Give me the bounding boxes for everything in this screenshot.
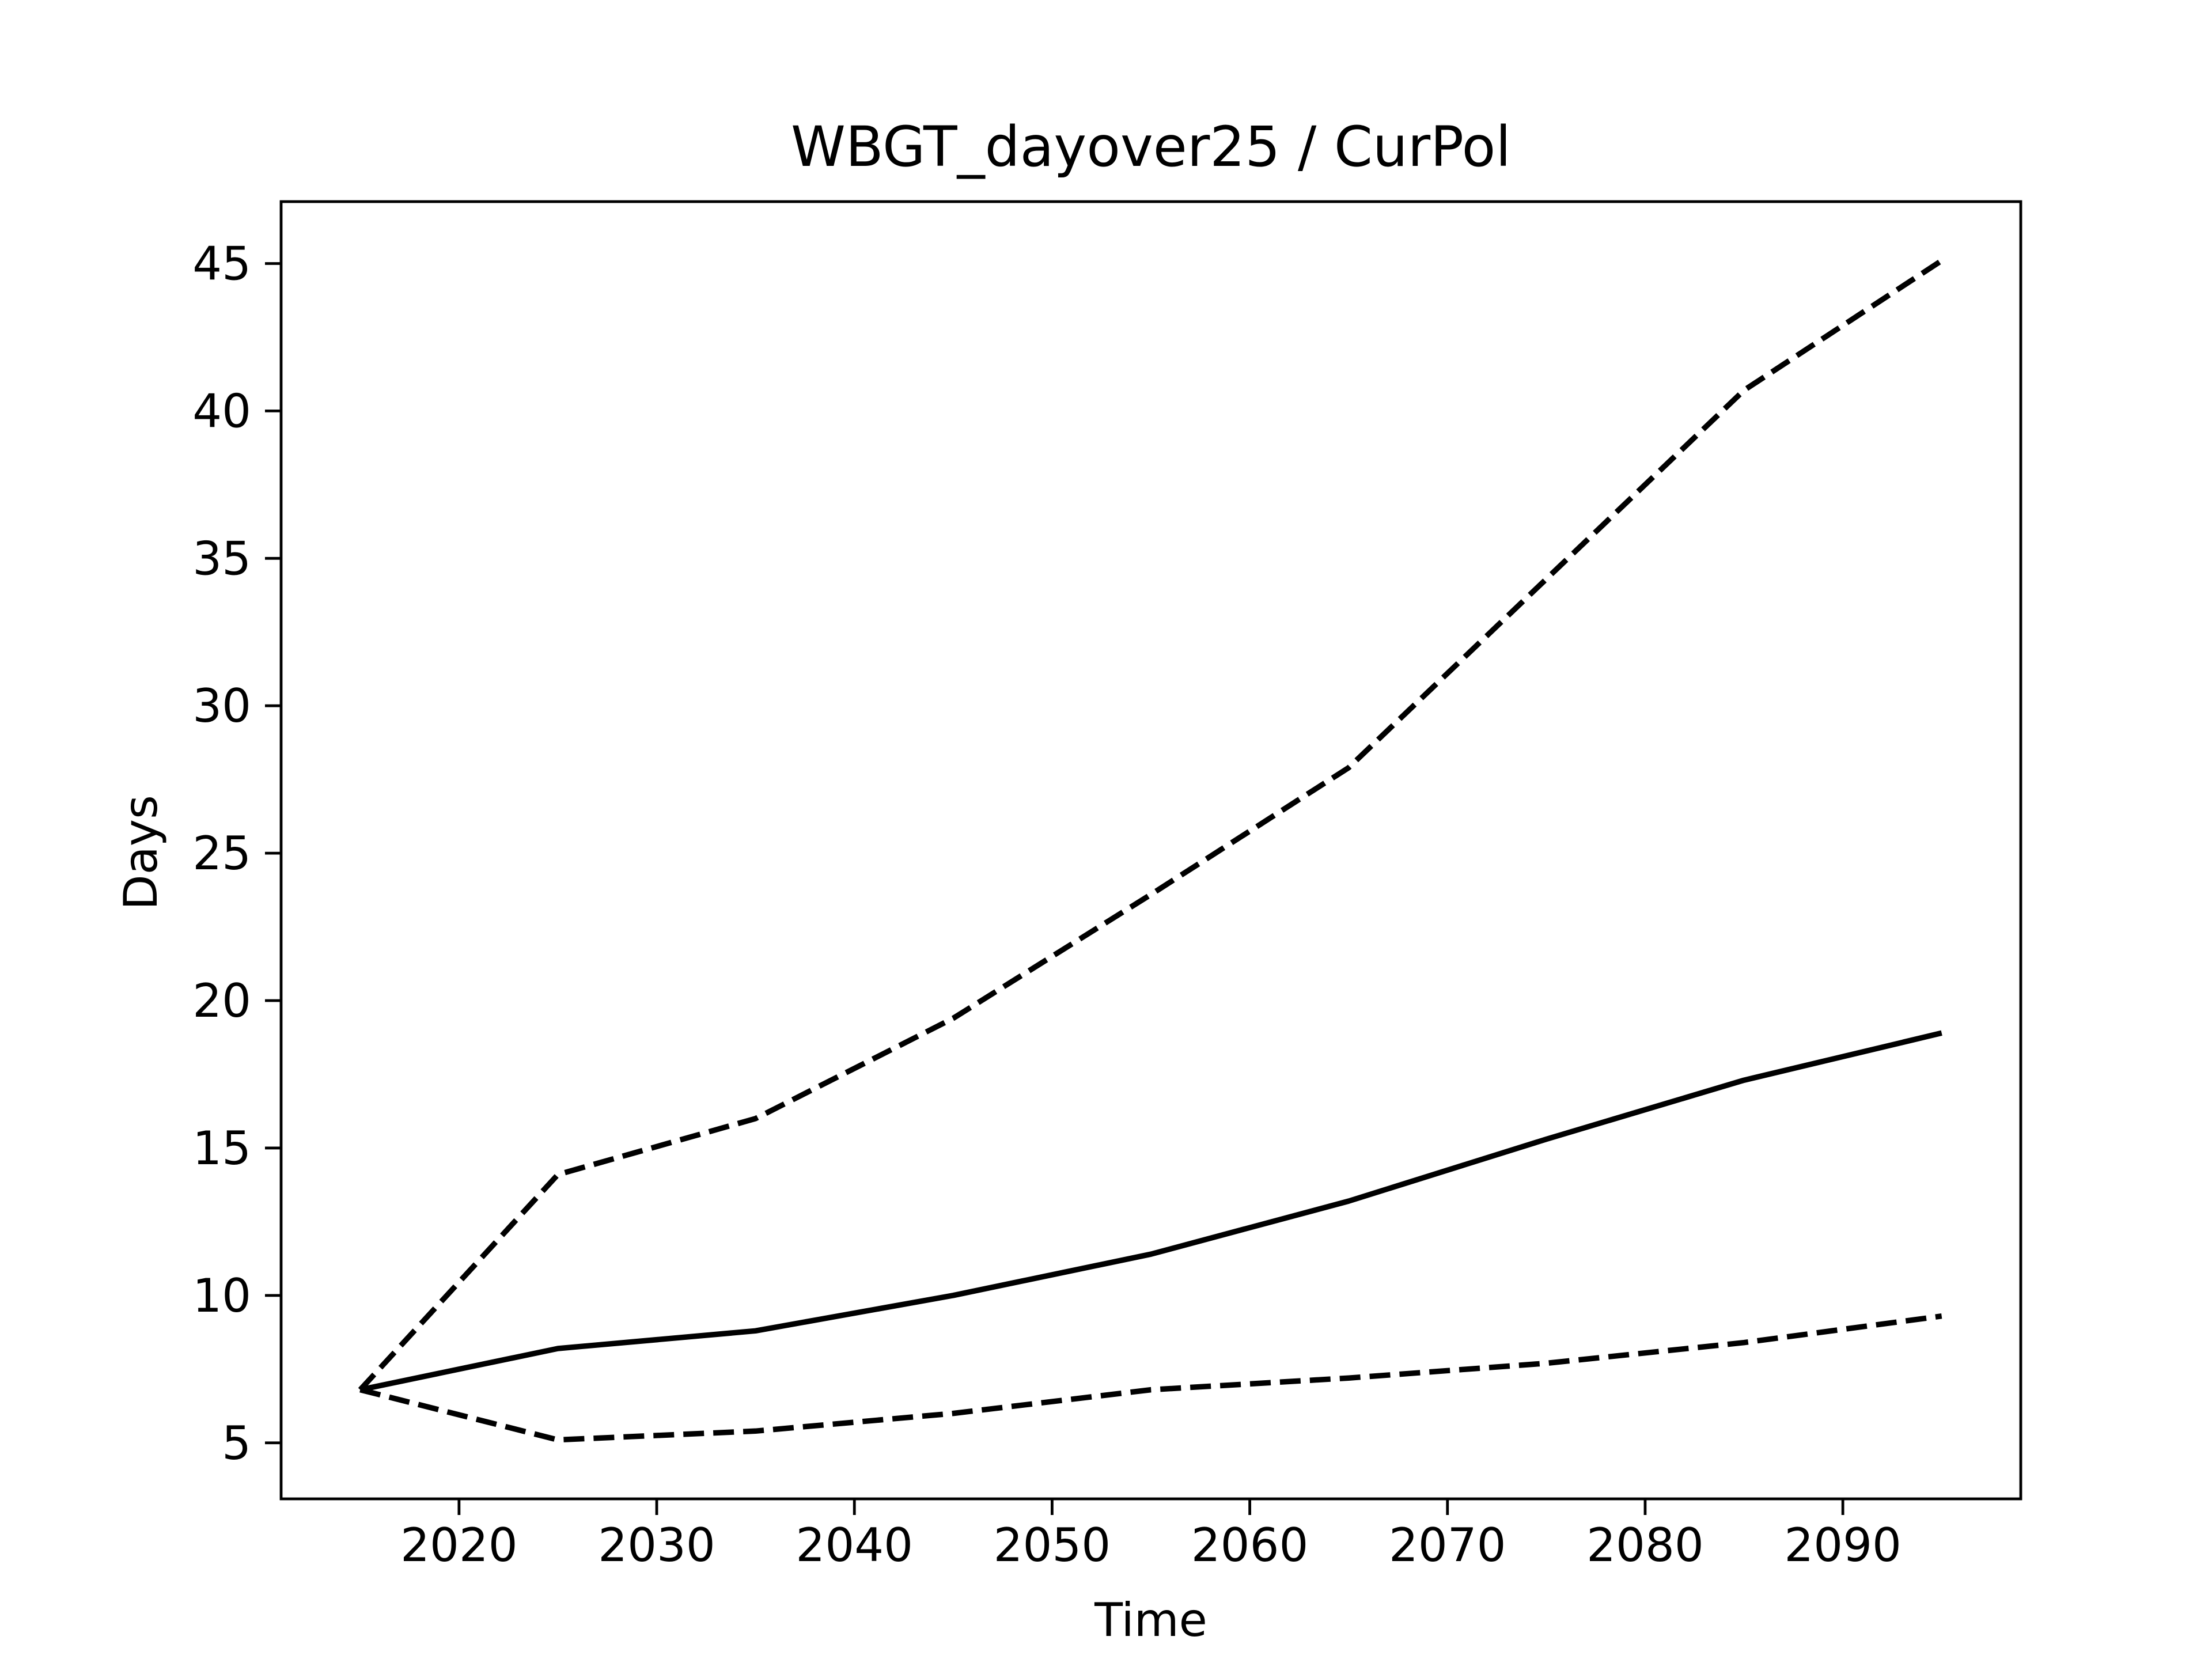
y-tick-label-5: 5 — [222, 1416, 251, 1470]
x-tick-label-2070: 2070 — [1389, 1518, 1506, 1572]
x-axis-label: Time — [1094, 1593, 1207, 1647]
y-axis-label: Days — [114, 795, 168, 910]
x-tick-label-2050: 2050 — [994, 1518, 1111, 1572]
x-tick-label-2020: 2020 — [400, 1518, 518, 1572]
y-tick-label-20: 20 — [192, 974, 251, 1028]
plot-area: 2020 2030 2040 2050 2060 2070 2080 2090 5 10 15 20 2… — [192, 200, 2022, 1572]
y-tick-label-15: 15 — [192, 1122, 251, 1175]
series-line-3 — [359, 1313, 1942, 1443]
y-tick-label-35: 35 — [192, 532, 251, 585]
y-tick-label-40: 40 — [192, 384, 251, 438]
x-tick-label-2090: 2090 — [1784, 1518, 1902, 1572]
series-line-2 — [358, 258, 1944, 1392]
y-tick-label-25: 25 — [192, 827, 251, 880]
y-tick-label-45: 45 — [192, 237, 251, 290]
x-tick-label-2040: 2040 — [796, 1518, 913, 1572]
y-tick-label-30: 30 — [192, 679, 251, 733]
series-line-1 — [359, 1030, 1942, 1393]
x-tick-label-2060: 2060 — [1191, 1518, 1309, 1572]
x-tick-label-2030: 2030 — [598, 1518, 715, 1572]
plot-frame — [279, 200, 2022, 1501]
chart-title: WBGT_dayover25 / CurPol — [791, 115, 1511, 179]
x-tick-label-2080: 2080 — [1586, 1518, 1704, 1572]
y-tick-label-10: 10 — [192, 1269, 251, 1323]
